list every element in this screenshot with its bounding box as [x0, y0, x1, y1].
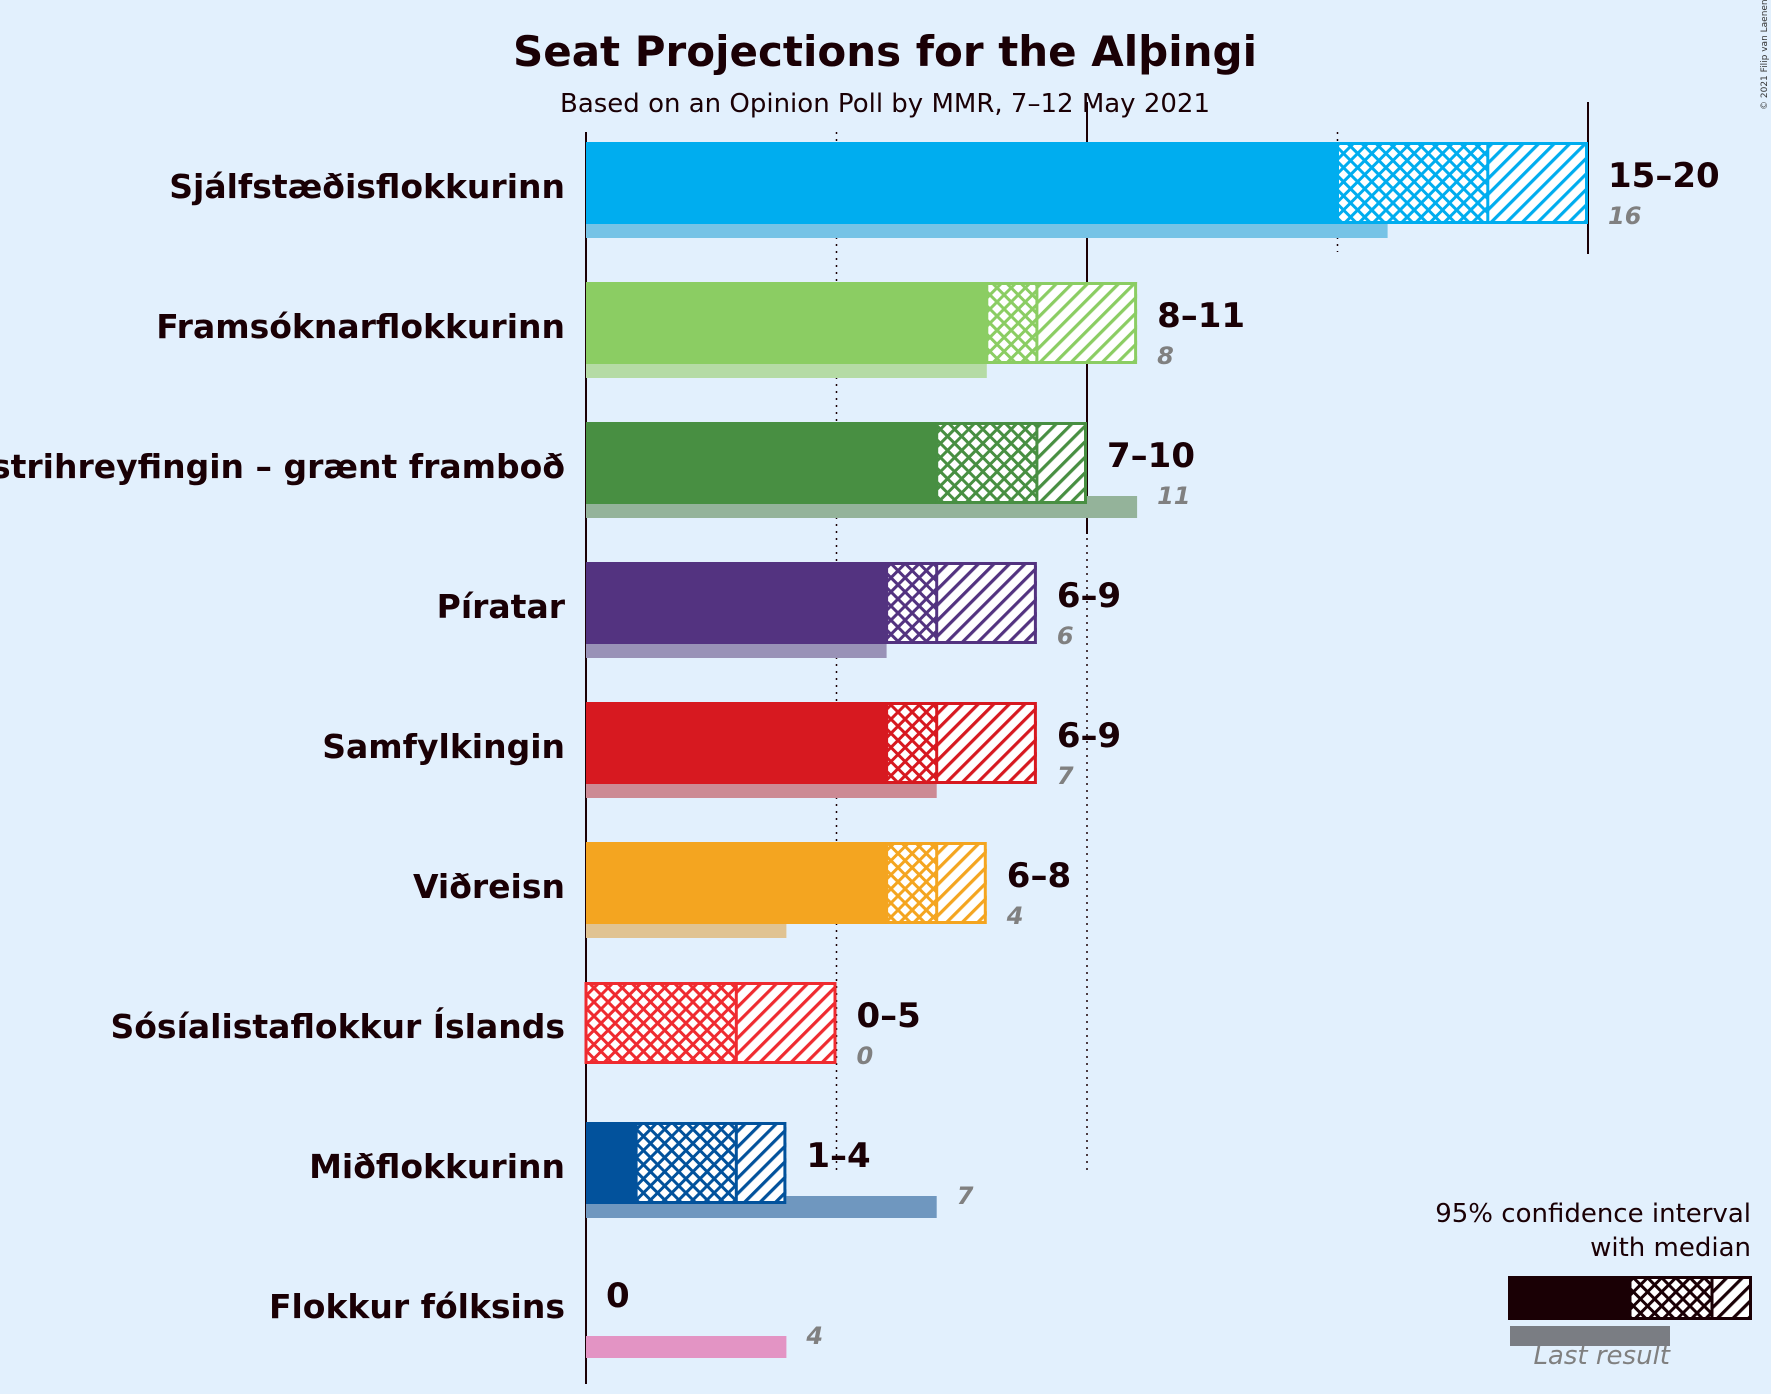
party-row: Sjálfstæðisflokkurinn 15–20 16: [169, 142, 1720, 238]
party-label: Píratar: [437, 587, 566, 626]
bar-ci-outline: [885, 562, 1037, 644]
bar-solid: [586, 422, 937, 504]
bar-ci-outline: [985, 282, 1138, 364]
bar-ci-upper: [736, 982, 837, 1064]
bar-ci-outline: [584, 982, 837, 1064]
bars: Sjálfstæðisflokkurinn 15–20 16 Framsóknarfl…: [0, 142, 1720, 1358]
legend-ci-upper: [1712, 1276, 1752, 1320]
bar-ci-lower: [1337, 142, 1488, 224]
party-row: Miðflokkurinn 1–4 7: [309, 1122, 974, 1218]
seat-range-label: 6–9: [1057, 716, 1121, 756]
legend-solid: [1508, 1276, 1630, 1320]
bar-ci-lower: [936, 422, 1037, 504]
bar-ci-upper: [936, 842, 987, 924]
bar-ci-upper: [736, 1122, 787, 1204]
bar-ci-outline: [885, 702, 1037, 784]
party-label: Vinstrihreyfingin – grænt framboð: [0, 447, 565, 486]
last-result-label: 8: [1157, 342, 1174, 370]
bar-ci-upper: [936, 562, 1037, 644]
party-row: Sósíalistaflokkur Íslands 0–5 0: [110, 982, 921, 1070]
bar-ci-upper: [1487, 142, 1588, 224]
party-row: Flokkur fólksins 0 4: [269, 1276, 823, 1358]
last-result-label: 4: [805, 1322, 823, 1350]
copyright-notice: © 2021 Filip van Laenen: [1760, 0, 1770, 110]
legend: 95% confidence interval with median Last…: [1435, 1199, 1752, 1371]
bar-ci-lower: [636, 1122, 737, 1204]
chart-title: Seat Projections for the Alþingi: [513, 27, 1257, 76]
bar-solid: [586, 702, 887, 784]
party-row: Píratar 6–9 6: [437, 562, 1121, 658]
party-row: Vinstrihreyfingin – grænt framboð 7–10 11: [0, 422, 1195, 518]
legend-title-line2: with median: [1590, 1233, 1751, 1263]
bar-ci-lower: [886, 702, 937, 784]
legend-last-result-bar: [1510, 1326, 1670, 1346]
party-row: Viðreisn 6–8 4: [413, 842, 1071, 938]
party-label: Flokkur fólksins: [269, 1287, 565, 1326]
seat-range-label: 6–9: [1057, 576, 1121, 616]
party-label: Framsóknarflokkurinn: [156, 307, 565, 346]
bar-solid: [586, 1122, 637, 1204]
bar-ci-upper: [1036, 422, 1087, 504]
legend-ci-lower: [1630, 1276, 1712, 1320]
seat-range-label: 15–20: [1608, 156, 1720, 196]
bar-solid: [586, 142, 1338, 224]
last-result-label: 16: [1608, 202, 1641, 230]
bar-ci-lower: [986, 282, 1037, 364]
bar-ci-outline: [634, 1122, 787, 1204]
last-result-label: 6: [1057, 622, 1074, 650]
seat-range-label: 6–8: [1007, 856, 1071, 896]
seat-range-label: 1–4: [806, 1136, 870, 1176]
bar-ci-lower: [886, 562, 937, 644]
party-row: Framsóknarflokkurinn 8–11 8: [156, 282, 1245, 378]
bar-solid: [586, 562, 887, 644]
chart-subtitle: Based on an Opinion Poll by MMR, 7–12 Ma…: [560, 89, 1210, 119]
last-result-label: 11: [1157, 482, 1190, 510]
seat-range-label: 7–10: [1107, 436, 1195, 476]
bar-ci-outline: [1336, 142, 1588, 224]
bar-solid: [586, 282, 987, 364]
party-label: Sósíalistaflokkur Íslands: [110, 1006, 565, 1046]
party-label: Sjálfstæðisflokkurinn: [169, 167, 565, 206]
bar-ci-lower: [886, 842, 937, 924]
legend-title-line1: 95% confidence interval: [1435, 1199, 1751, 1229]
bar-ci-outline: [935, 422, 1088, 504]
party-label: Samfylkingin: [322, 727, 565, 766]
last-result-label: 7: [957, 1182, 974, 1210]
last-result-label: 0: [857, 1042, 874, 1070]
party-label: Miðflokkurinn: [309, 1147, 565, 1186]
last-result-bar: [586, 1336, 787, 1358]
last-result-label: 7: [1057, 762, 1074, 790]
bar-ci-upper: [1036, 282, 1138, 364]
bar-ci-upper: [936, 702, 1037, 784]
seat-range-label: 8–11: [1157, 296, 1245, 336]
seat-range-label: 0–5: [857, 996, 921, 1036]
seat-range-label: 0: [606, 1276, 630, 1316]
party-label: Viðreisn: [413, 867, 565, 906]
bar-solid: [586, 842, 887, 924]
legend-outline: [1628, 1276, 1752, 1320]
bar-ci-lower: [586, 982, 737, 1064]
party-row: Samfylkingin 6–9 7: [322, 702, 1121, 798]
last-result-label: 4: [1006, 902, 1024, 930]
